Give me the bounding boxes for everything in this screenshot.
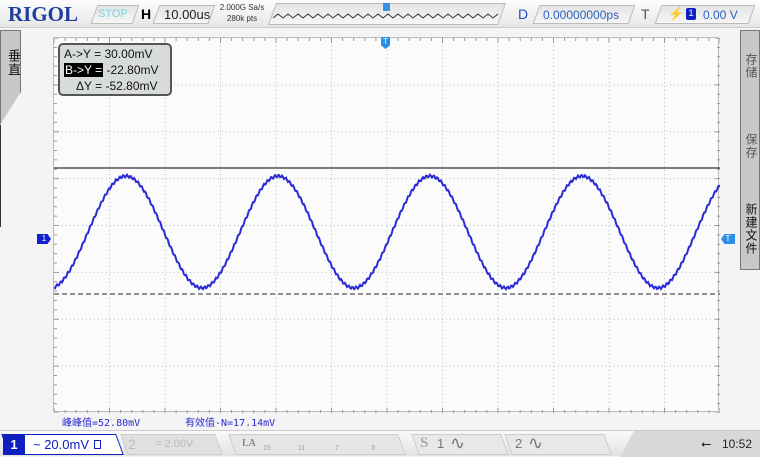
bottom-bar: 1 ~ 20.0mV 2 = 2.00V LA 15 11 7 3 S 1 ∿ … <box>0 430 760 457</box>
cursor-a-value: 30.00mV <box>104 47 153 61</box>
channel1-scale: ~ 20.0mV <box>33 437 90 452</box>
sample-rate: 2.000G Sa/s <box>219 3 265 12</box>
menu-item-new-file[interactable]: 新建文件 <box>744 203 758 255</box>
sine-wave-icon: ∿ <box>528 433 544 453</box>
usb-icon: ⭠ <box>701 436 712 451</box>
la-group-15: 15 <box>263 445 271 452</box>
right-menu: 存储 保存 新建文件 <box>740 30 760 270</box>
waveform-overview[interactable] <box>267 3 507 25</box>
trigger-label: T <box>641 6 650 22</box>
bandwidth-limit-icon <box>94 440 101 449</box>
waveform-display[interactable] <box>53 37 720 413</box>
delay-value[interactable]: 0.00000000ps <box>543 8 620 22</box>
cursor-a-label: A->Y = <box>64 47 102 61</box>
trigger-level[interactable]: 0.00 V <box>703 8 738 22</box>
la-group-7: 7 <box>335 445 339 452</box>
menu-item-storage[interactable]: 存储 <box>744 53 758 79</box>
cursor-b-value: -22.80mV <box>106 63 159 77</box>
trigger-time-marker[interactable]: T <box>381 37 390 49</box>
delay-label: D <box>518 6 529 22</box>
horizontal-label: H <box>141 6 152 22</box>
status-area <box>620 431 760 457</box>
memory-depth: 280k pts <box>226 14 258 23</box>
run-stop-status[interactable]: STOP <box>98 8 128 20</box>
cursor-delta-label: ΔY = <box>76 79 103 93</box>
serial-2-number: 2 <box>515 436 523 451</box>
rising-edge-icon: ⚡ <box>668 6 685 21</box>
channel2-number: 2 <box>128 436 136 452</box>
rigol-logo: RIGOL <box>8 2 79 26</box>
la-group-11: 11 <box>298 445 306 452</box>
channel2-scale: = 2.00V <box>155 438 194 450</box>
channel1-offset-marker[interactable]: 1 <box>37 234 51 244</box>
serial-label: S <box>420 435 429 451</box>
left-panel-edge <box>0 125 1 227</box>
cursor-delta-value: -52.80mV <box>105 79 158 93</box>
cursor-readout: A->Y = 30.00mV B->Y = -22.80mV ΔY = -52.… <box>58 43 172 96</box>
measurement-vpp: 峰峰值=52.80mV <box>62 418 141 429</box>
measurement-vrms: 有效值-N=17.14mV <box>185 418 276 429</box>
vertical-menu-tab[interactable]: 垂直 <box>0 30 21 125</box>
clock-time: 10:52 <box>722 437 753 451</box>
vertical-menu-label: 垂直 <box>6 49 21 77</box>
la-group-3: 3 <box>371 445 375 452</box>
menu-item-save[interactable]: 保存 <box>744 133 758 159</box>
trigger-source-badge: 1 <box>686 8 696 20</box>
trigger-level-marker[interactable]: T <box>721 234 735 244</box>
trigger-position-marker <box>383 3 390 11</box>
timebase-value[interactable]: 10.00us <box>164 7 211 22</box>
channel1-waveform <box>54 172 720 291</box>
sine-wave-icon: ∿ <box>450 433 466 453</box>
channel1-number: 1 <box>3 435 25 455</box>
serial-1-number: 1 <box>437 436 445 451</box>
la-label: LA <box>242 438 256 449</box>
cursor-b-label: B->Y = <box>64 63 104 77</box>
top-bar: RIGOL STOP H 10.00us 2.000G Sa/s 280k pt… <box>0 0 760 28</box>
